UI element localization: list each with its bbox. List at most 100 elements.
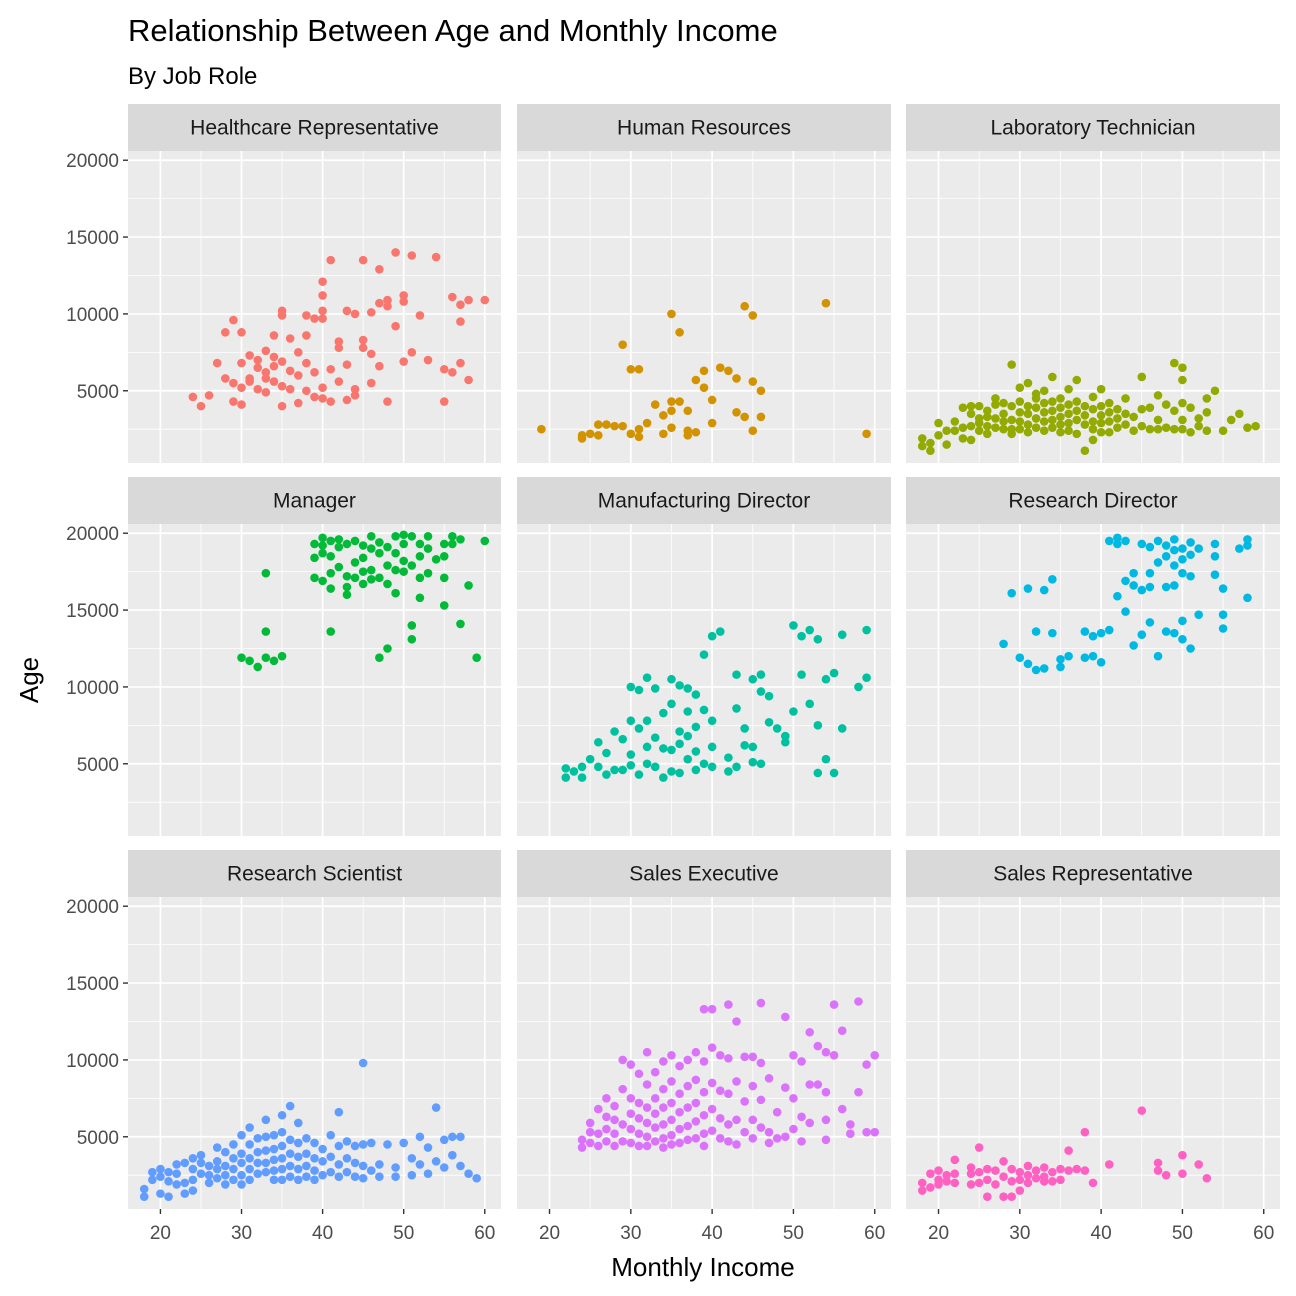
data-point <box>1170 628 1179 638</box>
data-point <box>229 1175 238 1185</box>
data-point <box>813 1080 823 1089</box>
data-point <box>302 1172 311 1182</box>
data-point <box>431 252 441 262</box>
data-point <box>789 1094 798 1103</box>
data-point <box>1137 372 1147 382</box>
data-point <box>917 1178 927 1188</box>
data-point <box>740 301 749 311</box>
data-point <box>310 573 319 583</box>
data-point <box>1137 630 1147 639</box>
data-point <box>350 309 360 319</box>
data-point <box>1007 429 1016 439</box>
data-point <box>1023 401 1033 411</box>
data-point <box>610 1129 619 1138</box>
data-point <box>1023 409 1033 419</box>
data-point <box>1015 417 1025 426</box>
data-point <box>366 575 376 584</box>
data-point <box>350 536 360 546</box>
data-point <box>950 417 960 426</box>
data-point <box>707 742 717 752</box>
data-point <box>983 1164 992 1174</box>
data-point <box>634 424 644 434</box>
data-point <box>1015 1175 1025 1185</box>
data-point <box>634 1098 644 1108</box>
data-point <box>610 1115 619 1125</box>
data-point <box>675 681 684 690</box>
facet-panel: Manufacturing Director <box>517 477 891 836</box>
data-point <box>334 1141 344 1151</box>
data-point <box>196 401 206 411</box>
y-tick-label: 10000 <box>66 305 119 326</box>
data-point <box>626 1109 636 1119</box>
data-point <box>310 1153 319 1163</box>
data-point <box>805 1027 814 1037</box>
data-point <box>245 1123 254 1132</box>
data-point <box>974 426 984 436</box>
data-point <box>707 1043 717 1052</box>
x-tick-label: 40 <box>702 1223 723 1244</box>
data-point <box>156 1172 165 1182</box>
data-point <box>310 1138 319 1148</box>
data-point <box>285 1172 295 1182</box>
data-point <box>399 556 408 566</box>
data-point <box>456 317 465 326</box>
data-point <box>431 1157 441 1166</box>
data-point <box>642 759 652 769</box>
data-point <box>415 539 425 549</box>
data-point <box>1007 1192 1016 1202</box>
data-point <box>350 1172 360 1182</box>
data-point <box>196 1169 206 1178</box>
data-point <box>991 414 1000 423</box>
data-point <box>1161 423 1171 432</box>
facet-strip-label: Human Resources <box>617 117 791 140</box>
data-point <box>269 377 279 386</box>
data-point <box>1056 403 1065 412</box>
data-point <box>229 1153 238 1163</box>
data-point <box>456 535 465 544</box>
data-point <box>650 1123 660 1132</box>
data-point <box>667 674 676 684</box>
data-point <box>1088 392 1098 402</box>
data-point <box>1145 618 1155 627</box>
data-point <box>358 1058 368 1068</box>
data-point <box>253 355 263 365</box>
data-point <box>732 762 741 772</box>
data-point <box>797 631 806 641</box>
data-point <box>650 1067 660 1077</box>
data-point <box>350 391 360 400</box>
data-point <box>732 670 741 679</box>
data-point <box>594 737 603 747</box>
data-point <box>285 1135 295 1145</box>
data-point <box>699 1087 709 1097</box>
facet-panel: Human Resources <box>517 104 891 463</box>
data-point <box>237 328 246 337</box>
data-point <box>180 1158 190 1168</box>
data-point <box>358 335 368 345</box>
data-point <box>261 388 271 397</box>
data-point <box>683 684 693 693</box>
data-point <box>342 306 352 316</box>
data-point <box>577 773 587 782</box>
data-point <box>261 1167 271 1177</box>
data-point <box>1048 575 1057 584</box>
data-point <box>1015 424 1025 434</box>
data-point <box>618 1137 627 1146</box>
data-point <box>634 724 644 733</box>
data-point <box>269 1175 279 1185</box>
data-point <box>464 295 473 305</box>
data-point <box>958 434 968 443</box>
data-point <box>675 1061 684 1071</box>
data-point <box>634 432 644 442</box>
data-point <box>732 1115 741 1125</box>
facet-strip <box>517 104 891 151</box>
data-point <box>277 1127 287 1137</box>
data-point <box>1243 593 1252 603</box>
data-point <box>1194 610 1203 619</box>
data-point <box>610 727 619 736</box>
data-point <box>1104 427 1114 437</box>
data-point <box>650 1109 660 1119</box>
data-point <box>805 625 814 635</box>
data-point <box>1129 641 1138 650</box>
data-point <box>326 1130 336 1140</box>
data-point <box>821 754 831 764</box>
